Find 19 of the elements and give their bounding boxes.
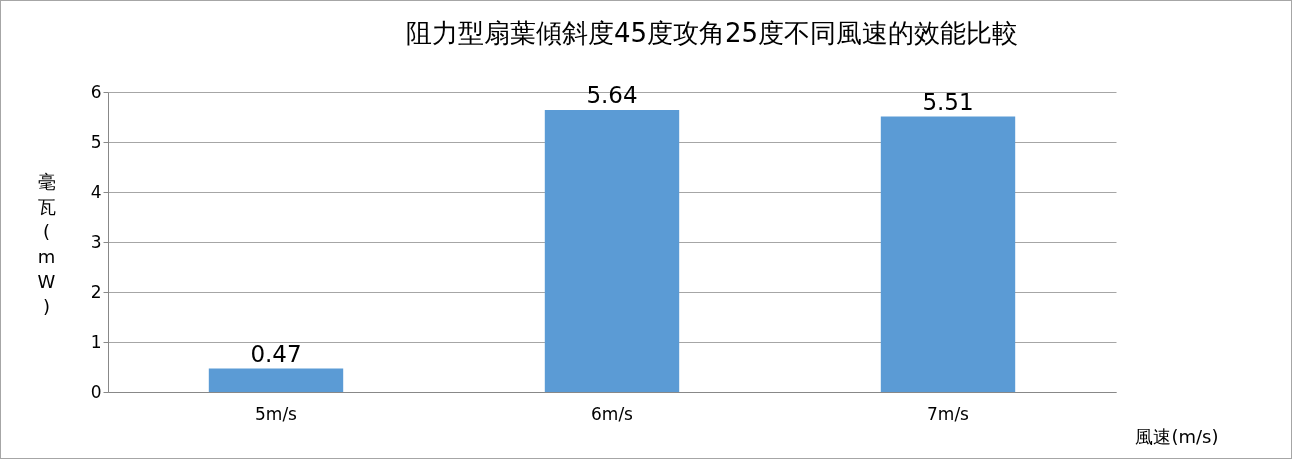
data-label: 0.47	[250, 340, 302, 367]
x-tick-label: 7m/s	[927, 403, 970, 424]
y-tick-label: 0	[90, 381, 102, 402]
x-axis-title: 風速(m/s)	[1135, 425, 1219, 447]
y-axis-title: 毫瓦(mW)	[37, 170, 56, 317]
y-tick-label: 5	[90, 131, 102, 152]
y-tick-label: 4	[90, 181, 102, 202]
y-tick-label: 1	[90, 331, 102, 352]
x-tick-label: 5m/s	[255, 403, 298, 424]
y-tick-label: 2	[90, 281, 102, 302]
data-label: 5.51	[922, 88, 974, 115]
bar	[208, 368, 344, 392]
chart-title: 阻力型扇葉傾斜度45度攻角25度不同風速的效能比較	[405, 18, 1019, 48]
data-label: 5.64	[586, 82, 638, 108]
y-tick-label: 3	[90, 231, 102, 252]
bar	[544, 110, 680, 392]
bar	[880, 116, 1016, 392]
x-tick-label: 6m/s	[591, 403, 634, 424]
y-tick-label: 6	[90, 81, 102, 102]
